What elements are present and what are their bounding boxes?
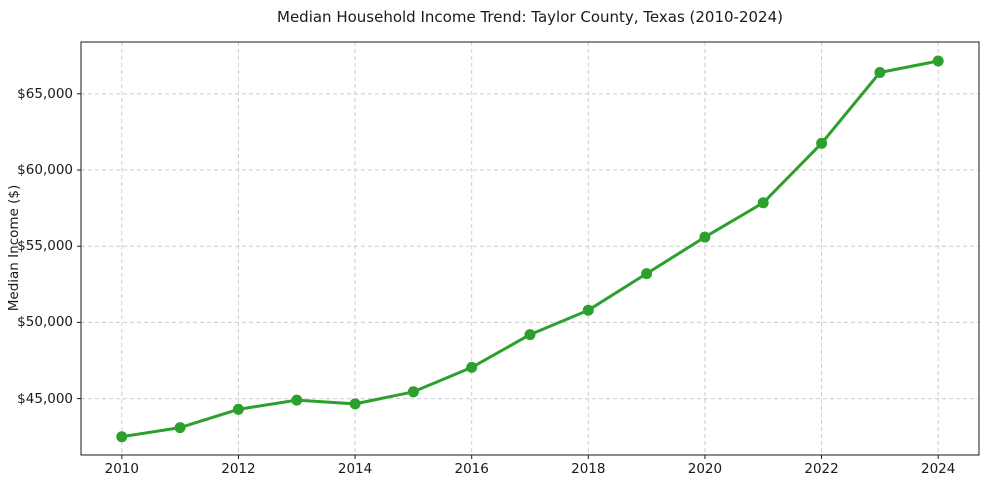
data-point-2022 bbox=[816, 137, 828, 149]
plot-border bbox=[80, 41, 980, 456]
y-tick-label: $65,000 bbox=[17, 85, 73, 102]
x-tick-label: 2022 bbox=[804, 461, 839, 477]
data-point-2023 bbox=[874, 67, 886, 78]
data-point-2014 bbox=[349, 398, 361, 410]
x-tick-label: 2024 bbox=[920, 461, 956, 477]
x-tick-label: 2016 bbox=[454, 461, 489, 477]
data-point-2011 bbox=[174, 422, 186, 434]
data-point-2015 bbox=[407, 386, 419, 398]
x-tick-label: 2014 bbox=[337, 461, 373, 477]
chart-title: Median Household Income Trend: Taylor Co… bbox=[277, 8, 783, 26]
data-point-2013 bbox=[291, 394, 303, 406]
trend-line bbox=[120, 59, 940, 439]
y-tick-label: $60,000 bbox=[17, 162, 73, 178]
x-tick-label: 2018 bbox=[571, 461, 606, 477]
x-tick-label: 2010 bbox=[104, 461, 139, 477]
data-point-2010 bbox=[116, 431, 128, 443]
data-point-2012 bbox=[232, 403, 244, 415]
y-tick-label: $50,000 bbox=[17, 314, 73, 331]
data-point-2020 bbox=[699, 231, 711, 243]
data-point-2016 bbox=[466, 361, 478, 373]
data-point-2021 bbox=[757, 197, 769, 209]
data-point-2018 bbox=[582, 304, 594, 316]
data-point-2017 bbox=[524, 329, 536, 341]
x-tick-label: 2020 bbox=[687, 461, 723, 477]
data-point-2024 bbox=[932, 55, 944, 67]
y-tick-label: $55,000 bbox=[17, 238, 73, 255]
y-tick-label: $45,000 bbox=[17, 390, 73, 407]
x-tick-label: 2012 bbox=[221, 461, 256, 477]
data-point-2019 bbox=[641, 268, 653, 280]
